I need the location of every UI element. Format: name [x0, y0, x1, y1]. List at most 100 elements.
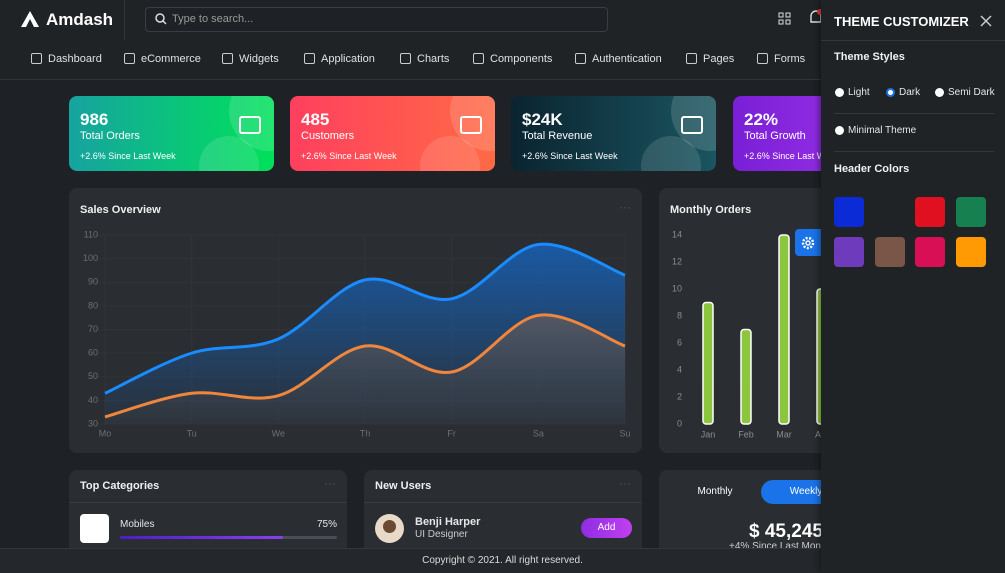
- radio[interactable]: [835, 88, 844, 97]
- y-tick-label: 12: [672, 256, 682, 266]
- x-tick-label: Jan: [701, 429, 716, 439]
- color-swatch[interactable]: [874, 197, 905, 227]
- search-box[interactable]: Type to search...: [145, 7, 608, 32]
- card-icon: [239, 116, 261, 134]
- stat-label: Total Orders: [80, 130, 140, 142]
- y-tick-label: 90: [88, 277, 98, 287]
- settings-button[interactable]: [795, 229, 821, 256]
- orders-chart: 02468101214JanFebMarApr: [672, 229, 829, 439]
- x-tick-label: Su: [619, 428, 630, 438]
- y-tick-label: 70: [88, 324, 98, 334]
- x-tick-label: Sa: [533, 428, 544, 438]
- x-tick-label: We: [272, 428, 285, 438]
- stat-note: +2.6% Since Last Week: [301, 151, 397, 161]
- menu-dots[interactable]: ···: [619, 476, 631, 490]
- nav-item[interactable]: eCommerce: [141, 53, 201, 65]
- stat-card: 485 Customers +2.6% Since Last Week: [290, 96, 495, 171]
- option-label[interactable]: Light: [848, 87, 870, 98]
- divider: [364, 502, 642, 503]
- color-swatch[interactable]: [915, 197, 945, 227]
- nav-icon: [400, 53, 411, 64]
- panel-title: New Users: [375, 480, 432, 492]
- stat-value: 485: [301, 110, 330, 129]
- nav-item[interactable]: Widgets: [239, 53, 279, 65]
- x-tick-label: Fr: [447, 428, 456, 438]
- option-label[interactable]: Dark: [899, 87, 921, 98]
- color-swatch[interactable]: [955, 237, 986, 267]
- panel-title: Sales Overview: [80, 204, 161, 216]
- panel-title: Monthly Orders: [670, 204, 752, 216]
- panel-title: THEME CUSTOMIZER: [834, 14, 969, 29]
- section-title: Header Colors: [834, 163, 910, 175]
- nav-item[interactable]: Authentication: [592, 53, 662, 65]
- x-tick-label: Mo: [99, 428, 112, 438]
- nav-icon: [31, 53, 42, 64]
- nav-item[interactable]: Forms: [774, 53, 806, 65]
- category-icon: [80, 514, 109, 543]
- close-icon[interactable]: [980, 15, 992, 27]
- stat-value: $24K: [522, 110, 563, 129]
- color-swatch[interactable]: [955, 197, 986, 227]
- x-tick-label: Tu: [187, 428, 197, 438]
- gear-icon: [801, 236, 815, 250]
- y-tick-label: 14: [672, 229, 682, 239]
- y-tick-label: 30: [88, 418, 98, 428]
- nav-icon: [222, 53, 233, 64]
- logo-icon: [21, 11, 39, 27]
- x-tick-label: Mar: [776, 429, 792, 439]
- radio[interactable]: [935, 88, 944, 97]
- stat-card: 986 Total Orders +2.6% Since Last Week: [69, 96, 274, 171]
- tab[interactable]: Monthly: [697, 486, 733, 497]
- option-label[interactable]: Semi Dark: [948, 87, 995, 98]
- radio[interactable]: [835, 126, 844, 135]
- stat-label: Total Revenue: [522, 130, 593, 142]
- y-tick-label: 80: [88, 300, 98, 310]
- nav-item[interactable]: Application: [321, 53, 375, 65]
- add-button[interactable]: Add: [581, 518, 632, 538]
- x-tick-label: Th: [360, 428, 371, 438]
- y-tick-label: 6: [677, 337, 682, 347]
- nav-icon: [473, 53, 484, 64]
- category-name: Mobiles: [120, 519, 155, 530]
- bar: [702, 301, 714, 425]
- progress-fill: [120, 536, 283, 539]
- radio[interactable]: [886, 88, 895, 97]
- color-swatch[interactable]: [834, 197, 864, 227]
- revenue-note: +4% Since Last Month: [729, 541, 830, 552]
- card-icon: [460, 116, 482, 134]
- divider: [834, 151, 994, 152]
- nav-item[interactable]: Charts: [417, 53, 450, 65]
- color-swatch[interactable]: [834, 237, 864, 267]
- theme-customizer: THEME CUSTOMIZER Theme Styles Minimal Th…: [821, 0, 1005, 572]
- nav-item[interactable]: Components: [490, 53, 553, 65]
- search-icon: [155, 13, 167, 25]
- copyright: Copyright © 2021. All right reserved.: [422, 555, 583, 566]
- apps-icon[interactable]: [778, 12, 791, 25]
- progress-track: [120, 536, 337, 539]
- stat-label: Customers: [301, 130, 355, 142]
- stat-card: $24K Total Revenue +2.6% Since Last Week: [511, 96, 716, 171]
- menu-dots[interactable]: ···: [619, 200, 631, 214]
- sales-panel: Sales Overview ··· 30 40 50 60 70 80 90 100 110 M…: [69, 188, 642, 453]
- nav-icon: [575, 53, 586, 64]
- menu-dots[interactable]: ···: [324, 476, 336, 490]
- stat-value: 22%: [744, 110, 779, 129]
- stat-label: Total Growth: [744, 130, 806, 142]
- color-swatch[interactable]: [874, 237, 905, 267]
- nav-item[interactable]: Dashboard: [48, 53, 102, 65]
- users-panel: New Users ··· Benji Harper UI Designer A…: [364, 470, 642, 560]
- option-label[interactable]: Minimal Theme: [848, 125, 917, 136]
- y-tick-label: 8: [677, 310, 682, 320]
- stat-value: 986: [80, 110, 109, 129]
- color-swatch[interactable]: [915, 237, 945, 267]
- sales-chart: 30 40 50 60 70 80 90 100 110 Mo Tu We Th Fr Sa Su: [83, 229, 631, 438]
- logo[interactable]: Amdash: [46, 10, 114, 29]
- nav-item[interactable]: Pages: [703, 53, 735, 65]
- divider: [821, 40, 1005, 41]
- nav-icon: [304, 53, 315, 64]
- nav-icon: [757, 53, 768, 64]
- user-role: UI Designer: [415, 529, 468, 540]
- bar: [778, 234, 790, 425]
- stat-note: +2.6% Since Last Week: [522, 151, 618, 161]
